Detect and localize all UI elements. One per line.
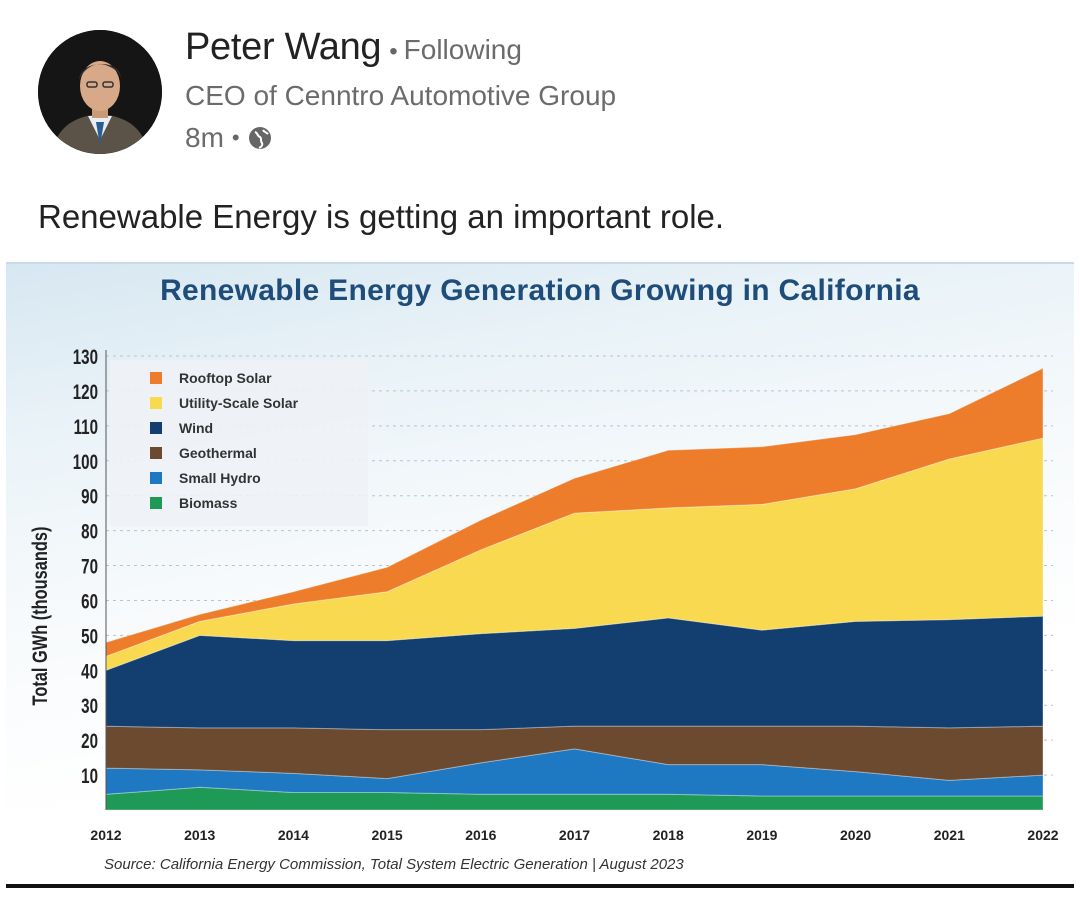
author-name[interactable]: Peter Wang <box>185 26 382 68</box>
legend-swatch <box>150 497 162 509</box>
area-series-biomass <box>105 786 1044 811</box>
legend-label: Geothermal <box>179 445 257 461</box>
separator-dot: • <box>231 125 240 150</box>
post-header: Peter Wang • Following CEO of Cenntro Au… <box>0 0 1080 170</box>
y-tick-label: 50 <box>81 624 98 648</box>
y-tick-label: 100 <box>73 449 98 473</box>
author-row: Peter Wang • Following <box>185 26 522 69</box>
y-tick-label: 20 <box>81 729 98 753</box>
divider <box>6 884 1074 888</box>
author-title: CEO of Cenntro Automotive Group <box>185 80 617 111</box>
y-tick-label: 110 <box>74 414 98 438</box>
y-tick-label: 40 <box>81 659 98 683</box>
y-tick-label: 10 <box>81 764 98 788</box>
separator-dot: • <box>389 38 398 65</box>
area-series-geothermal <box>105 725 1044 781</box>
post-meta: 8m • <box>185 122 272 154</box>
y-tick-label: 120 <box>73 379 98 403</box>
legend-swatch <box>150 422 162 434</box>
legend-label: Small Hydro <box>179 470 261 486</box>
y-tick-label: 130 <box>73 344 98 368</box>
x-tick-label: 2022 <box>1027 827 1058 843</box>
area-chart: 10 20 30 40 50 60 70 80 90 100 110 120 130 2012 2013 20… <box>28 344 1059 843</box>
legend-swatch <box>150 397 162 409</box>
area-series-utility-scale-solar <box>105 437 1044 672</box>
post-time: 8m <box>185 122 224 153</box>
y-tick-label: 60 <box>81 589 98 613</box>
author-avatar[interactable] <box>38 30 162 154</box>
y-axis-label: Total GWh (thousands) <box>28 527 51 706</box>
legend-label: Biomass <box>179 495 238 511</box>
person-icon <box>38 30 162 154</box>
chart-title: Renewable Energy Generation Growing in C… <box>160 274 920 307</box>
area-series-rooftop-solar <box>105 367 1044 658</box>
x-tick-label: 2015 <box>372 827 403 843</box>
x-tick-label: 2016 <box>465 827 496 843</box>
y-tick-label: 80 <box>81 519 98 543</box>
legend-label: Rooftop Solar <box>179 370 272 386</box>
x-tick-label: 2014 <box>278 827 309 843</box>
y-tick-label: 90 <box>81 484 98 508</box>
post-text: Renewable Energy is getting an important… <box>38 198 725 235</box>
globe-icon <box>248 127 271 149</box>
x-tick-label: 2017 <box>559 827 590 843</box>
x-tick-label: 2020 <box>840 827 871 843</box>
follow-status[interactable]: Following <box>403 34 522 65</box>
y-tick-label: 30 <box>81 694 98 718</box>
legend-swatch <box>150 447 162 459</box>
chart-image[interactable]: Renewable Energy Generation Growing in C… <box>6 262 1074 884</box>
x-tick-label: 2018 <box>653 827 684 843</box>
x-tick-label: 2019 <box>746 827 777 843</box>
x-tick-label: 2012 <box>90 827 121 843</box>
x-tick-label: 2013 <box>184 827 215 843</box>
legend-swatch <box>150 472 162 484</box>
legend-label: Wind <box>179 420 213 436</box>
x-tick-label: 2021 <box>934 827 965 843</box>
chart-source: Source: California Energy Commission, To… <box>104 856 684 873</box>
legend-swatch <box>150 372 162 384</box>
legend-label: Utility-Scale Solar <box>179 395 299 411</box>
area-series-small-hydro <box>105 748 1044 797</box>
y-tick-label: 70 <box>81 554 98 578</box>
